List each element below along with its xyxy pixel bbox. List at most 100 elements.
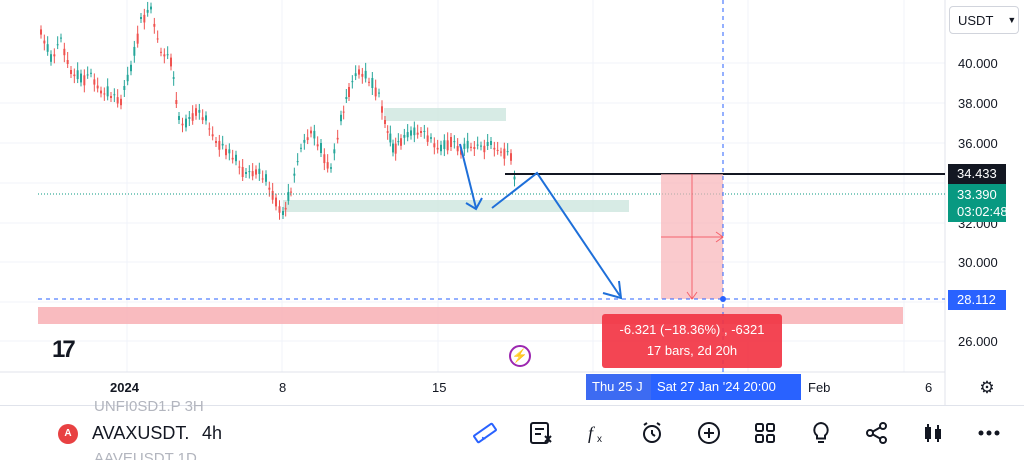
candle-body [248,171,251,173]
candle-body [136,33,139,44]
candle-body [70,70,72,74]
candle-body [293,173,296,176]
candle-body [211,134,214,137]
candle-body [371,78,374,88]
projection-arrows[interactable] [459,143,623,300]
lightbulb-icon[interactable] [802,418,840,448]
candle-body [86,74,89,76]
currency-label: USDT [958,12,994,28]
candle-body [406,132,409,138]
crosshair-price-tag: 28.112 [948,290,1006,310]
candle-body [310,130,312,134]
candle-body [426,135,429,142]
candle-body [284,207,287,210]
candle-body [354,73,357,77]
candle-body [423,130,426,132]
candle-body [345,97,348,99]
grid [0,0,945,372]
bar-countdown: 03:02:48 [957,204,1008,219]
candle-body [486,142,489,146]
candle-body [63,48,66,56]
candle-body [378,92,380,94]
symbol-name[interactable]: AVAXUSDT. [92,423,190,443]
ruler-icon[interactable] [466,418,504,448]
time-tick-label: 2024 [110,380,140,395]
candle-body [384,120,386,124]
candle-body [235,154,237,162]
candle-body [225,148,227,156]
candle-body [416,132,419,135]
candle-body [275,197,277,207]
indicator-list-icon[interactable] [522,418,560,448]
supply-zone-rect[interactable] [384,108,506,121]
more-icon[interactable] [970,418,1008,448]
time-tick-label: Feb [808,380,830,395]
candle-body [278,206,281,213]
avax-icon[interactable]: A [58,424,78,444]
tradingview-logo[interactable]: 17 [52,336,76,363]
candle-body [268,187,271,190]
candle-body [374,87,377,97]
gear-icon[interactable]: ⚙ [979,378,995,397]
candle-body [500,151,502,153]
candle-body [473,147,476,149]
candle-body [130,64,132,72]
candle-body [133,46,136,56]
plus-circle-icon[interactable] [690,418,728,448]
candle-body [245,172,247,174]
candle-body [466,140,469,149]
support-zone-rect[interactable] [283,200,629,212]
candle-body [185,118,187,128]
candle-body [413,127,416,136]
candle-body [205,115,207,121]
svg-text:f: f [588,423,596,443]
layout-grid-icon[interactable] [746,418,784,448]
currency-selector[interactable]: USDT ▼ [949,6,1019,34]
time-tick-label: 6 [925,380,932,395]
candle-body [364,70,367,79]
candle-body [348,87,350,97]
candle-body [40,29,42,35]
measure-tooltip: -6.321 (−18.36%) , -6321 17 bars, 2d 20h [602,314,782,368]
candle-body [46,44,49,52]
candle-body [215,141,217,143]
candle-body [208,128,211,130]
candle-body [506,151,509,153]
candle-body [271,190,274,200]
candle-body [330,167,332,169]
candle-body [126,74,129,82]
candle-body [400,138,402,146]
alarm-add-icon[interactable] [634,418,672,448]
candle-body [241,167,244,177]
candle-body [93,79,96,85]
candles-icon[interactable] [914,418,952,448]
candle-body [287,191,290,201]
candle-body [90,72,92,74]
candle-body [316,144,319,147]
candle-body [201,117,204,121]
share-icon[interactable] [858,418,896,448]
lightning-icon[interactable]: ⚡ [509,345,531,367]
candle-body [453,141,456,143]
measure-bars: 17 bars, 2d 20h [646,343,738,358]
ghost-symbol-above: UNFI0SD1.P 3H [94,398,204,415]
interval-selector[interactable]: 4h [202,423,223,443]
candle-body [503,148,506,159]
price-tick-label: 30.000 [958,255,998,270]
candle-body [403,134,406,138]
candle-body [320,143,322,153]
time-tick-label: 15 [432,380,446,395]
candle-body [103,93,106,95]
candle-body [450,137,452,147]
candle-body [476,144,479,146]
candle-body [261,178,264,180]
candle-body [73,74,76,77]
candle-body [166,54,169,56]
candle-body [221,143,224,146]
candle-body [386,131,389,133]
candle-body [56,44,59,46]
candle-body [163,54,166,57]
date-bubble-start: Thu 25 J [586,374,652,400]
